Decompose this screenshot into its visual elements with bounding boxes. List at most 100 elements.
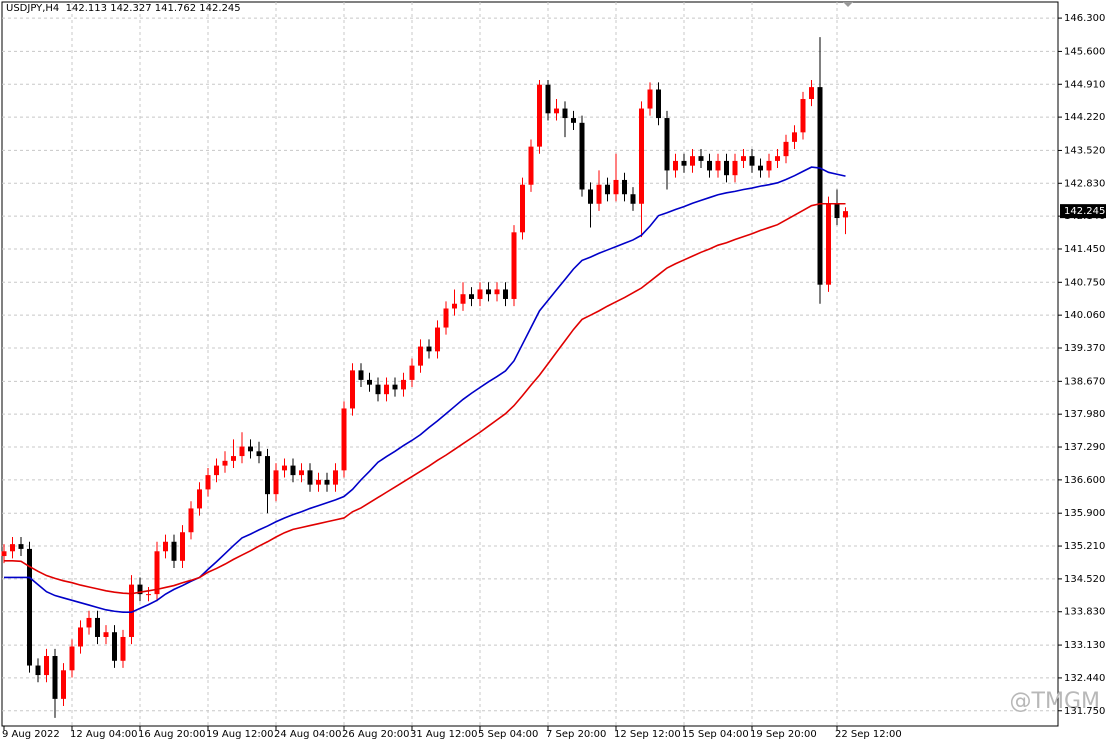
candle-body [69,646,75,671]
moving-average [4,166,846,614]
candle-body [435,327,440,352]
price-tag-box [1060,204,1106,219]
candle-body [112,632,117,661]
candle-body [486,289,491,295]
candle-body [154,551,160,595]
candle-body [52,656,58,699]
candle-body [579,122,585,190]
open-value: 142.113 [65,3,108,14]
candle-body [27,548,32,666]
high-value: 142.327 [110,3,152,14]
candle-body [681,160,687,166]
candle-body [299,470,304,476]
candle-body [197,489,202,509]
candle-body [775,156,780,161]
candle-body [537,84,542,147]
x-tick-label: 24 Aug 04:00 [274,729,341,740]
y-tick-label: 141.450 [1064,244,1105,255]
candle-body [477,289,483,299]
x-tick-label: 7 Sep 20:00 [546,729,606,740]
candle-body [120,636,126,661]
y-tick-label: 140.060 [1064,310,1105,321]
candle-body [766,160,772,171]
candle-body [520,184,525,233]
y-tick-label: 137.980 [1064,409,1105,420]
candle-body [401,379,406,390]
y-tick-label: 133.130 [1064,640,1105,651]
candle-body [800,99,806,133]
candle-body [180,532,185,561]
candle-body [290,465,296,476]
y-tick-label: 144.220 [1064,112,1105,123]
candle-body [265,456,270,495]
candle-body [256,451,262,457]
candle-body [707,160,712,171]
candle-body [673,160,678,171]
y-tick-label: 139.370 [1064,343,1105,354]
candle-body [622,179,627,195]
x-tick-label: 19 Sep 20:00 [750,729,817,740]
candle-body [664,118,670,171]
candle-body [528,146,534,185]
y-tick-label: 132.440 [1064,673,1105,684]
y-tick-label: 143.520 [1064,145,1105,156]
candle-body [188,508,194,533]
candle-body [239,446,245,457]
candle-body [724,160,729,176]
candle-body [562,108,568,119]
candle-body [35,665,41,676]
y-tick-label: 134.520 [1064,574,1105,585]
x-tick-label: 15 Sep 04:00 [682,729,749,740]
y-tick-label: 142.830 [1064,178,1105,189]
candle-body [503,289,508,299]
y-tick-label: 146.300 [1064,13,1105,24]
y-tick-label: 136.600 [1064,475,1105,486]
candle-body [596,184,602,204]
x-tick-label: 16 Aug 20:00 [138,729,205,740]
candle-body [86,617,92,628]
x-tick-label: 26 Aug 20:00 [342,729,409,740]
candle-body [1,551,7,557]
candle-body [146,594,151,596]
candle-body [95,617,100,637]
candle-body [324,479,330,485]
plot-frame [1,1,1059,727]
candle-body [273,470,279,495]
candle-body [698,156,704,161]
y-tick-label: 145.600 [1064,46,1105,57]
candle-body [358,370,364,380]
candle-body [588,189,593,204]
y-tick-label: 135.900 [1064,508,1105,519]
candle-body [248,446,253,452]
candle-body [647,89,653,109]
candle-body [231,456,236,461]
candle-body [826,203,831,285]
x-tick-label: 22 Sep 12:00 [835,729,902,740]
candle-body [171,541,177,561]
candle-body [316,479,321,485]
candle-body [443,308,449,328]
candle-body [571,118,576,123]
candle-body [690,156,695,166]
candle-body [817,87,823,285]
candle-body [613,179,619,195]
x-tick-label: 9 Aug 2022 [2,729,60,740]
y-tick-label: 131.750 [1064,706,1105,717]
candle-body [103,632,109,637]
candle-body [392,384,398,390]
candle-body [843,211,848,218]
candle-body [749,156,755,166]
candle-body [511,232,517,299]
header: USDJPY,H4 142.113 142.327 141.762 142.24… [6,3,241,14]
candle-body [129,584,134,637]
candle-body [214,465,219,476]
candle-body [639,108,644,204]
candle-body [605,184,610,195]
candle-body [137,584,143,595]
y-tick-label: 133.830 [1064,607,1105,618]
candle-body [494,289,500,295]
candle-body [656,89,661,119]
candle-body [44,656,49,676]
moving-average [4,202,846,595]
